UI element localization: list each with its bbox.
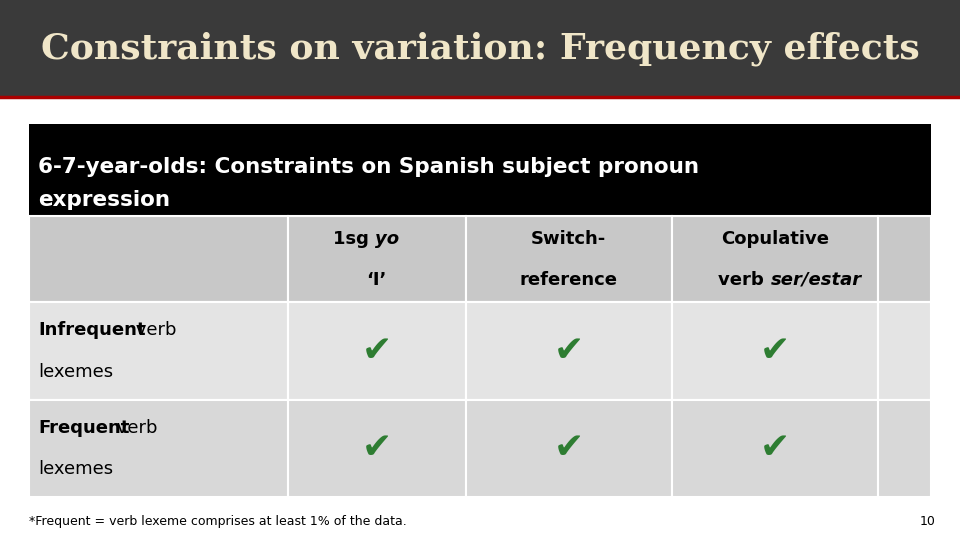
Text: Frequent: Frequent	[38, 418, 130, 437]
Bar	[29, 400, 288, 497]
Bar	[672, 216, 878, 302]
Text: verb: verb	[718, 271, 771, 289]
Bar	[288, 400, 466, 497]
Bar	[878, 216, 931, 302]
Text: ✔: ✔	[760, 334, 790, 368]
Bar	[29, 124, 931, 216]
Bar	[878, 400, 931, 497]
Bar	[29, 302, 288, 400]
Text: 6-7-year-olds: Constraints on Spanish subject pronoun: 6-7-year-olds: Constraints on Spanish su…	[38, 157, 700, 178]
Text: Infrequent: Infrequent	[38, 321, 146, 340]
Text: verb: verb	[130, 321, 176, 340]
Bar	[466, 216, 672, 302]
Text: Constraints on variation: Frequency effects: Constraints on variation: Frequency effe…	[40, 31, 920, 66]
Bar	[878, 302, 931, 400]
Text: Copulative: Copulative	[721, 230, 829, 248]
Text: lexemes: lexemes	[38, 362, 113, 381]
Bar	[672, 400, 878, 497]
Bar	[466, 400, 672, 497]
Bar	[0, 0, 960, 97]
Bar	[288, 302, 466, 400]
Bar	[466, 302, 672, 400]
Text: *Frequent = verb lexeme comprises at least 1% of the data.: *Frequent = verb lexeme comprises at lea…	[29, 515, 406, 528]
Text: ‘I’: ‘I’	[367, 271, 387, 289]
Text: reference: reference	[519, 271, 618, 289]
Text: yo: yo	[375, 230, 399, 248]
Bar	[29, 216, 288, 302]
Text: verb: verb	[111, 418, 157, 437]
Text: Switch-: Switch-	[531, 230, 607, 248]
Bar	[672, 302, 878, 400]
Bar	[288, 216, 466, 302]
Text: ✔: ✔	[362, 334, 392, 368]
Text: lexemes: lexemes	[38, 460, 113, 478]
Text: 10: 10	[920, 515, 936, 528]
Text: ✔: ✔	[362, 431, 392, 465]
Text: ✔: ✔	[760, 431, 790, 465]
Text: ser/estar: ser/estar	[771, 271, 861, 289]
Text: ✔: ✔	[554, 334, 584, 368]
Text: ✔: ✔	[554, 431, 584, 465]
Text: 1sg: 1sg	[333, 230, 375, 248]
Text: expression: expression	[38, 190, 171, 210]
